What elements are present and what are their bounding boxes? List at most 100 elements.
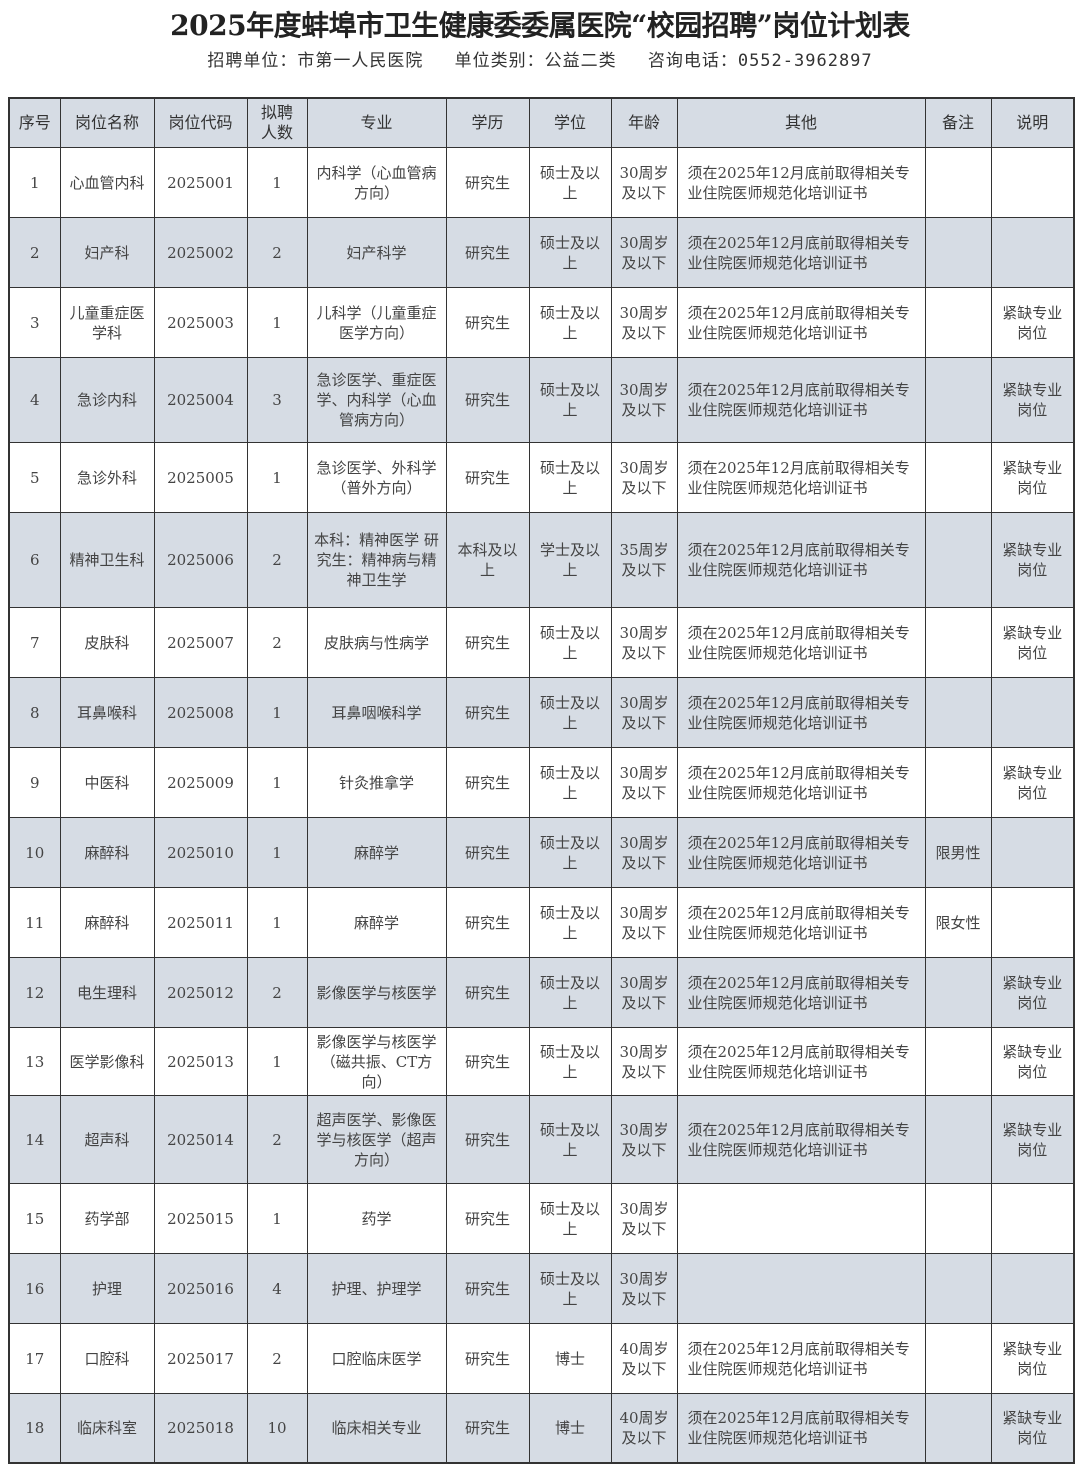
cell-notes xyxy=(990,147,1075,218)
cell-other: 须在2025年12月底前取得相关专业住院医师规范化培训证书 xyxy=(676,957,926,1028)
cell-degree: 硕士及以上 xyxy=(528,442,612,513)
cell-major: 耳鼻咽喉科学 xyxy=(306,677,447,748)
cell-education: 研究生 xyxy=(445,887,530,958)
cell-seq: 10 xyxy=(8,817,61,888)
cell-headcount: 1 xyxy=(246,147,308,218)
cell-other: 须在2025年12月底前取得相关专业住院医师规范化培训证书 xyxy=(676,1095,926,1184)
cell-age: 30周岁及以下 xyxy=(610,147,678,218)
cell-degree: 硕士及以上 xyxy=(528,1027,612,1096)
cell-other xyxy=(676,1183,926,1254)
page-title: 2025年度蚌埠市卫生健康委委属医院“校园招聘”岗位计划表 xyxy=(170,9,910,42)
cell-degree: 硕士及以上 xyxy=(528,287,612,358)
cell-education: 研究生 xyxy=(445,1253,530,1324)
cell-degree: 硕士及以上 xyxy=(528,607,612,678)
cell-remarks: 限男性 xyxy=(924,817,992,888)
cell-degree: 硕士及以上 xyxy=(528,817,612,888)
cell-education: 研究生 xyxy=(445,287,530,358)
cell-notes: 紧缺专业岗位 xyxy=(990,607,1075,678)
cell-headcount: 2 xyxy=(246,607,308,678)
cell-headcount: 1 xyxy=(246,817,308,888)
cell-notes: 紧缺专业岗位 xyxy=(990,512,1075,608)
cell-notes: 紧缺专业岗位 xyxy=(990,957,1075,1028)
cell-age: 30周岁及以下 xyxy=(610,887,678,958)
cell-notes: 紧缺专业岗位 xyxy=(990,1027,1075,1096)
cell-education: 研究生 xyxy=(445,1393,530,1463)
cell-age: 30周岁及以下 xyxy=(610,287,678,358)
cell-degree: 博士 xyxy=(528,1393,612,1463)
cell-degree: 硕士及以上 xyxy=(528,957,612,1028)
cell-education: 研究生 xyxy=(445,607,530,678)
cell-headcount: 2 xyxy=(246,957,308,1028)
cell-other: 须在2025年12月底前取得相关专业住院医师规范化培训证书 xyxy=(676,147,926,218)
cell-position-name: 护理 xyxy=(59,1253,155,1324)
cell-education: 研究生 xyxy=(445,1323,530,1394)
cell-age: 30周岁及以下 xyxy=(610,1183,678,1254)
cell-education: 研究生 xyxy=(445,747,530,818)
cell-headcount: 1 xyxy=(246,1183,308,1254)
cell-degree: 硕士及以上 xyxy=(528,1183,612,1254)
cell-seq: 6 xyxy=(8,512,61,608)
cell-degree: 硕士及以上 xyxy=(528,1095,612,1184)
table-row: 14 超声科 2025014 2 超声医学、影像医学与核医学（超声方向） 研究生 硕士及以上… xyxy=(8,1095,1075,1184)
col-header: 拟聘人数 xyxy=(246,97,308,148)
col-header: 岗位代码 xyxy=(153,97,248,148)
table-row: 18 临床科室 2025018 10 临床相关专业 研究生 博士 40周岁及以下 须在2025年… xyxy=(8,1393,1075,1463)
cell-remarks xyxy=(924,1393,992,1463)
cell-position-name: 急诊外科 xyxy=(59,442,155,513)
cell-other: 须在2025年12月底前取得相关专业住院医师规范化培训证书 xyxy=(676,512,926,608)
col-header: 年龄 xyxy=(610,97,678,148)
cell-notes: 紧缺专业岗位 xyxy=(990,287,1075,358)
cell-age: 40周岁及以下 xyxy=(610,1393,678,1463)
cell-other: 须在2025年12月底前取得相关专业住院医师规范化培训证书 xyxy=(676,287,926,358)
cell-position-name: 超声科 xyxy=(59,1095,155,1184)
cell-notes xyxy=(990,887,1075,958)
cell-position-code: 2025010 xyxy=(153,817,248,888)
cell-seq: 18 xyxy=(8,1393,61,1463)
cell-position-code: 2025013 xyxy=(153,1027,248,1096)
cell-notes xyxy=(990,677,1075,748)
cell-position-name: 急诊内科 xyxy=(59,357,155,443)
cell-other: 须在2025年12月底前取得相关专业住院医师规范化培训证书 xyxy=(676,747,926,818)
table-row: 16 护理 2025016 4 护理、护理学 研究生 硕士及以上 30周岁及以下 xyxy=(8,1253,1075,1324)
cell-remarks xyxy=(924,607,992,678)
table-row: 17 口腔科 2025017 2 口腔临床医学 研究生 博士 40周岁及以下 须在2025年12… xyxy=(8,1323,1075,1394)
cell-degree: 硕士及以上 xyxy=(528,747,612,818)
table-row: 5 急诊外科 2025005 1 急诊医学、外科学（普外方向） 研究生 硕士及以上 30周岁及… xyxy=(8,442,1075,513)
cell-position-code: 2025012 xyxy=(153,957,248,1028)
cell-education: 研究生 xyxy=(445,442,530,513)
table-row: 12 电生理科 2025012 2 影像医学与核医学 研究生 硕士及以上 30周岁及以下 须在2… xyxy=(8,957,1075,1028)
table-row: 2 妇产科 2025002 2 妇产科学 研究生 硕士及以上 30周岁及以下 须在2025年12… xyxy=(8,217,1075,288)
cell-degree: 硕士及以上 xyxy=(528,1253,612,1324)
cell-notes: 紧缺专业岗位 xyxy=(990,1393,1075,1463)
cell-major: 影像医学与核医学（磁共振、CT方向） xyxy=(306,1027,447,1096)
cell-position-name: 皮肤科 xyxy=(59,607,155,678)
cell-education: 本科及以上 xyxy=(445,512,530,608)
cell-major: 妇产科学 xyxy=(306,217,447,288)
cell-education: 研究生 xyxy=(445,1183,530,1254)
cell-notes xyxy=(990,817,1075,888)
cell-headcount: 1 xyxy=(246,747,308,818)
cell-position-code: 2025008 xyxy=(153,677,248,748)
cell-seq: 8 xyxy=(8,677,61,748)
cell-remarks: 限女性 xyxy=(924,887,992,958)
cell-seq: 12 xyxy=(8,957,61,1028)
cell-seq: 5 xyxy=(8,442,61,513)
cell-remarks xyxy=(924,1027,992,1096)
col-header: 学位 xyxy=(528,97,612,148)
table-row: 3 儿童重症医学科 2025003 1 儿科学（儿童重症医学方向） 研究生 硕士及以上 30周… xyxy=(8,287,1075,358)
cell-age: 30周岁及以下 xyxy=(610,442,678,513)
cell-position-code: 2025004 xyxy=(153,357,248,443)
col-header: 说明 xyxy=(990,97,1075,148)
cell-remarks xyxy=(924,677,992,748)
cell-remarks xyxy=(924,147,992,218)
cell-headcount: 1 xyxy=(246,442,308,513)
cell-seq: 16 xyxy=(8,1253,61,1324)
cell-position-code: 2025015 xyxy=(153,1183,248,1254)
table-row: 1 心血管内科 2025001 1 内科学（心血管病方向） 研究生 硕士及以上 30周岁及以下… xyxy=(8,147,1075,218)
cell-age: 30周岁及以下 xyxy=(610,817,678,888)
cell-age: 35周岁及以下 xyxy=(610,512,678,608)
cell-position-name: 中医科 xyxy=(59,747,155,818)
col-header: 备注 xyxy=(924,97,992,148)
cell-position-name: 儿童重症医学科 xyxy=(59,287,155,358)
cell-seq: 11 xyxy=(8,887,61,958)
